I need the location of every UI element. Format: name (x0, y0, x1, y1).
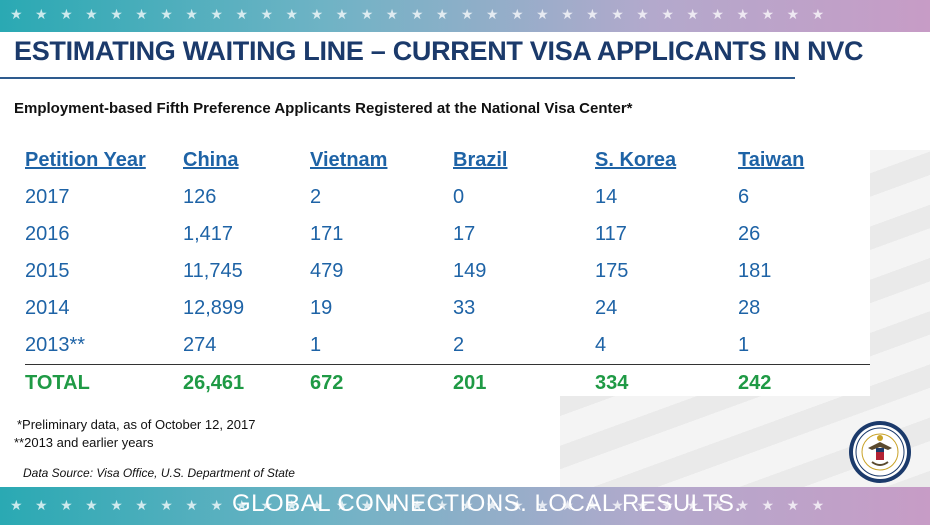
table-cell: 479 (310, 260, 344, 282)
table-row: 2017 126 2 0 14 6 (25, 179, 870, 216)
table-row: 2013** 274 1 2 4 1 (25, 327, 870, 365)
table-cell: 6 (738, 186, 750, 208)
table-cell: 12,899 (183, 297, 245, 319)
table-row: 2015 11,745 479 149 175 181 (25, 253, 870, 290)
table-cell: 2016 (25, 223, 70, 245)
table-cell: 2017 (25, 186, 70, 208)
table-total-row: TOTAL 26,461 672 201 334 242 (25, 364, 870, 402)
data-source-note: Data Source: Visa Office, U.S. Departmen… (23, 466, 295, 480)
table-cell: 26 (738, 223, 761, 245)
column-header-vietnam: Vietnam (310, 149, 388, 171)
star-decoration: ★★★★★★★★★★★★★★★★★★★★★★★★★★★★★★★★★ (10, 497, 837, 513)
table-cell: 24 (595, 297, 618, 319)
table-cell: 28 (738, 297, 761, 319)
table-header-row: Petition Year China Vietnam Brazil S. Ko… (25, 142, 870, 179)
column-header-china: China (183, 149, 239, 171)
table-cell: 149 (453, 260, 487, 282)
page-title: ESTIMATING WAITING LINE – CURRENT VISA A… (14, 36, 864, 66)
column-header-petition-year: Petition Year (25, 149, 146, 171)
table-row: 2016 1,417 171 17 117 26 (25, 216, 870, 253)
top-star-band: ★★★★★★★★★★★★★★★★★★★★★★★★★★★★★★★★★ (0, 0, 930, 32)
column-header-taiwan: Taiwan (738, 149, 805, 171)
applicants-table: Petition Year China Vietnam Brazil S. Ko… (25, 142, 870, 402)
table-cell: 175 (595, 260, 629, 282)
star-decoration: ★★★★★★★★★★★★★★★★★★★★★★★★★★★★★★★★★ (10, 6, 837, 22)
table-subtitle: Employment-based Fifth Preference Applic… (14, 100, 633, 117)
table-cell: 0 (453, 186, 465, 208)
table-cell: 19 (310, 297, 333, 319)
total-cell: TOTAL (25, 364, 183, 402)
table-cell: 171 (310, 223, 344, 245)
column-header-s-korea: S. Korea (595, 149, 677, 171)
department-of-state-seal-icon (849, 421, 911, 483)
footnote-preliminary: *Preliminary data, as of October 12, 201… (17, 417, 256, 432)
applicants-table-panel: Petition Year China Vietnam Brazil S. Ko… (16, 136, 870, 402)
table-cell: 117 (595, 223, 627, 245)
total-cell: 201 (453, 364, 595, 402)
table-cell: 2 (453, 334, 465, 356)
table-row: 2014 12,899 19 33 24 28 (25, 290, 870, 327)
bottom-slogan-band: ★★★★★★★★★★★★★★★★★★★★★★★★★★★★★★★★★ GLOBAL… (0, 487, 930, 525)
table-cell: 1 (738, 334, 750, 356)
table-cell: 11,745 (183, 260, 243, 282)
table-cell: 274 (183, 334, 217, 356)
total-cell: 26,461 (183, 364, 310, 402)
table-cell: 2 (310, 186, 322, 208)
table-cell: 14 (595, 186, 618, 208)
column-header-brazil: Brazil (453, 149, 508, 171)
table-cell: 181 (738, 260, 772, 282)
table-cell: 17 (453, 223, 476, 245)
total-cell: 242 (738, 364, 870, 402)
title-divider (0, 77, 795, 79)
table-cell: 2014 (25, 297, 70, 319)
footer-slogan: GLOBAL CONNECTIONS. LOCAL RESULTS. (232, 490, 742, 517)
table-cell: 2015 (25, 260, 70, 282)
table-cell: 4 (595, 334, 607, 356)
footnote-earlier-years: **2013 and earlier years (14, 435, 154, 450)
table-cell: 2013** (25, 334, 86, 356)
total-cell: 334 (595, 364, 738, 402)
table-cell: 1,417 (183, 223, 234, 245)
table-cell: 33 (453, 297, 476, 319)
total-cell: 672 (310, 364, 453, 402)
table-cell: 1 (310, 334, 322, 356)
table-cell: 126 (183, 186, 217, 208)
footnotes: *Preliminary data, as of October 12, 201… (14, 416, 255, 452)
